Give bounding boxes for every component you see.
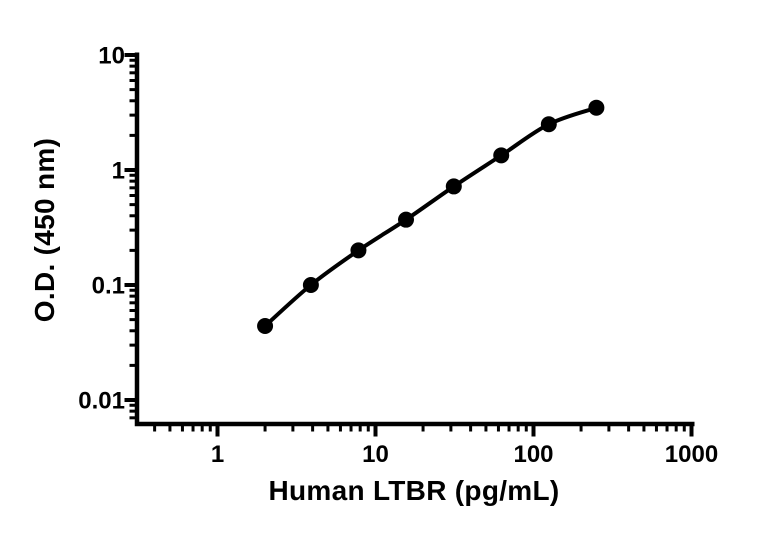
data-point-marker bbox=[493, 147, 510, 164]
standard-curve-line bbox=[263, 105, 599, 329]
x-tick-label: 10 bbox=[362, 441, 389, 468]
x-axis-title: Human LTBR (pg/mL) bbox=[268, 475, 560, 506]
data-point-marker bbox=[302, 277, 319, 293]
y-tick-label: 1 bbox=[112, 158, 125, 185]
y-tick-label: 0.1 bbox=[92, 273, 125, 300]
axis-spine bbox=[134, 52, 695, 427]
data-point-marker bbox=[588, 99, 605, 116]
data-point-marker bbox=[257, 318, 274, 335]
data-point-marker bbox=[398, 211, 415, 228]
x-tick-label: 1000 bbox=[665, 441, 718, 468]
data-point-marker bbox=[540, 116, 557, 133]
y-tick-label: 10 bbox=[98, 43, 125, 70]
y-tick-label: 0.01 bbox=[78, 388, 125, 415]
data-point-marker bbox=[445, 178, 462, 195]
y-axis-title: O.D. (450 nm) bbox=[29, 137, 60, 323]
data-point-marker bbox=[350, 242, 367, 259]
x-tick-label: 100 bbox=[513, 441, 553, 468]
x-tick-label: 1 bbox=[211, 441, 224, 468]
